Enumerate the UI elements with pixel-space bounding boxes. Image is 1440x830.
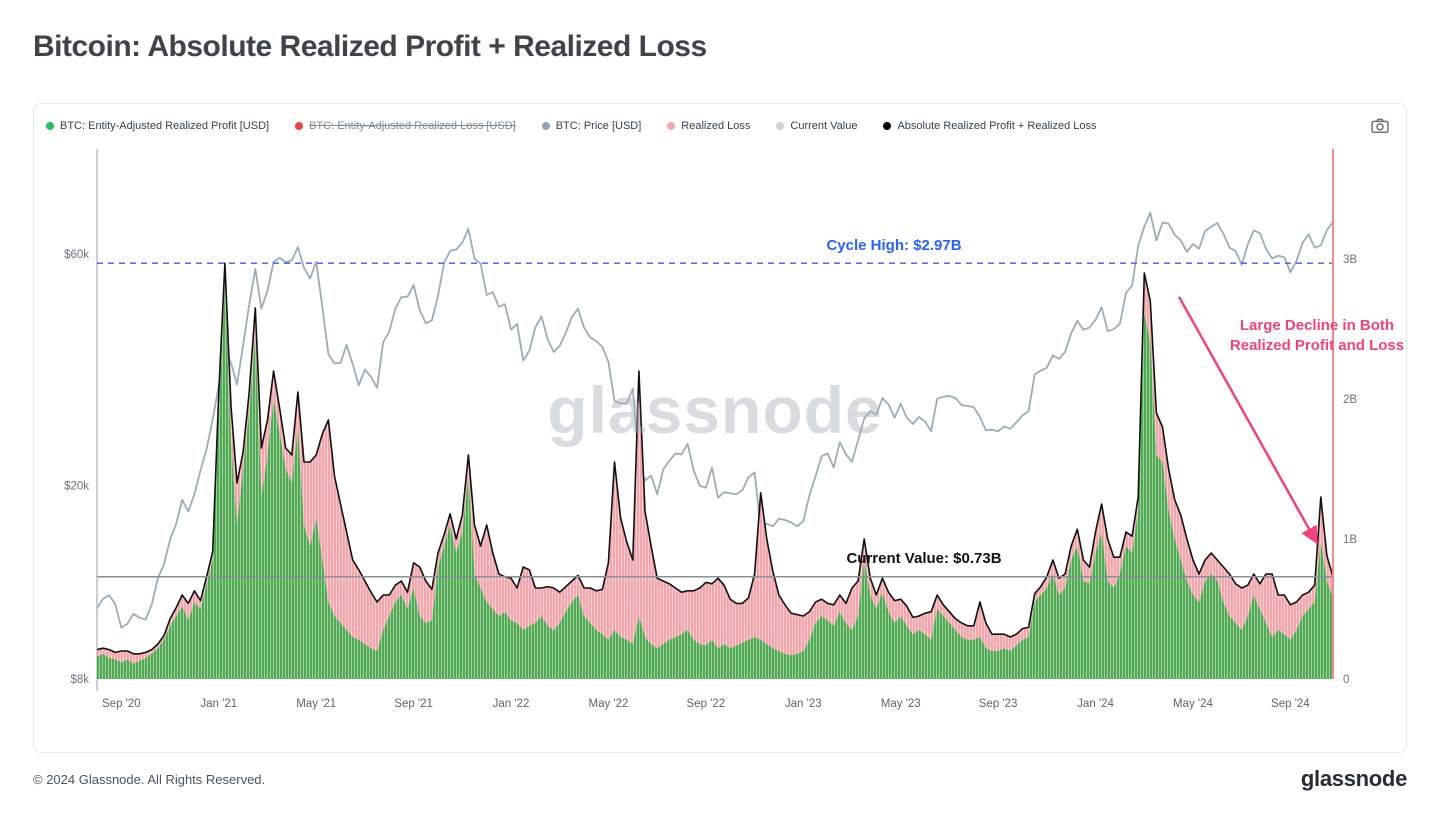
- legend-label: BTC: Entity-Adjusted Realized Profit [US…: [60, 120, 270, 132]
- x-tick-label: May '24: [1173, 698, 1214, 710]
- left-tick-label: $8k: [70, 674, 89, 686]
- legend-item-1[interactable]: BTC: Entity-Adjusted Realized Loss [USD]: [295, 120, 516, 132]
- legend-label: BTC: Entity-Adjusted Realized Loss [USD]: [309, 120, 516, 132]
- right-tick-label: 1B: [1343, 534, 1357, 546]
- right-tick-label: 2B: [1343, 394, 1357, 406]
- left-tick-label: $60k: [64, 249, 89, 261]
- legend-item-2[interactable]: BTC: Price [USD]: [541, 120, 642, 132]
- legend-item-3[interactable]: Realized Loss: [667, 120, 750, 132]
- legend-label: Current Value: [790, 120, 858, 132]
- glassnode-logo: glassnode: [1300, 766, 1407, 791]
- x-tick-label: Jan '23: [785, 698, 822, 710]
- legend-dot: [541, 122, 550, 130]
- legend-item-5[interactable]: Absolute Realized Profit + Realized Loss: [883, 120, 1096, 132]
- right-tick-label: 0: [1343, 674, 1349, 686]
- left-tick-label: $20k: [64, 481, 89, 493]
- legend-item-0[interactable]: BTC: Entity-Adjusted Realized Profit [US…: [46, 120, 269, 132]
- page-title: Bitcoin: Absolute Realized Profit + Real…: [33, 30, 707, 63]
- x-tick-label: Jan '21: [200, 698, 237, 710]
- x-tick-label: Sep '20: [102, 698, 141, 710]
- x-tick-label: May '21: [296, 698, 336, 710]
- sum-line: [96, 262, 1334, 655]
- price-line: [96, 211, 1334, 629]
- legend-bar: BTC: Entity-Adjusted Realized Profit [US…: [46, 113, 1350, 139]
- legend-label: Absolute Realized Profit + Realized Loss: [897, 120, 1097, 132]
- decline-arrow: [1177, 296, 1319, 545]
- x-tick-label: May '23: [881, 698, 921, 710]
- chart-card: BTC: Entity-Adjusted Realized Profit [US…: [33, 103, 1407, 753]
- chart-canvas[interactable]: Sep '20 Jan '21 May '21 Sep '21 Jan '22 May '…: [34, 104, 1406, 752]
- legend-label: BTC: Price [USD]: [555, 120, 642, 132]
- x-tick-label: Jan '24: [1077, 698, 1114, 710]
- legend-dot: [46, 122, 54, 130]
- legend-dot: [667, 122, 676, 130]
- legend-dot: [776, 122, 785, 130]
- x-tick-label: Sep '24: [1271, 698, 1310, 710]
- legend-dot: [883, 122, 892, 130]
- x-tick-label: Sep '23: [979, 698, 1018, 710]
- camera-icon[interactable]: [1368, 114, 1392, 138]
- realized-profit-area: [97, 287, 1333, 679]
- footer-copyright: © 2024 Glassnode. All Rights Reserved.: [33, 772, 266, 787]
- x-tick-label: Jan '22: [493, 698, 530, 710]
- legend-dot: [295, 122, 304, 130]
- x-tick-label: May '22: [588, 698, 628, 710]
- legend-label: Realized Loss: [681, 120, 751, 132]
- right-tick-label: 3B: [1343, 254, 1357, 266]
- legend-item-4[interactable]: Current Value: [776, 120, 857, 132]
- x-tick-label: Sep '21: [394, 698, 433, 710]
- x-tick-label: Sep '22: [687, 698, 726, 710]
- realized-loss-area: [97, 263, 1333, 664]
